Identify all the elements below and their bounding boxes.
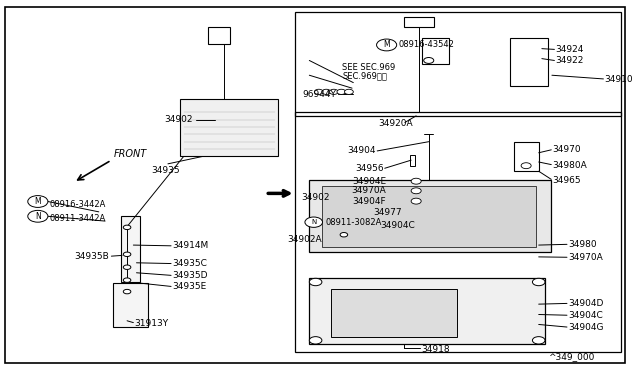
Text: 34965: 34965 — [552, 176, 581, 185]
Text: 34902: 34902 — [164, 115, 193, 124]
Text: 34924: 34924 — [556, 45, 584, 54]
Text: ^349_000: ^349_000 — [548, 352, 595, 361]
Circle shape — [309, 337, 322, 344]
Text: 34902A: 34902A — [287, 235, 322, 244]
Text: SEC.969参照: SEC.969参照 — [342, 72, 387, 81]
Text: N: N — [35, 212, 41, 221]
Text: FRONT: FRONT — [113, 150, 147, 160]
Text: 34935: 34935 — [152, 166, 180, 175]
Text: 34935C: 34935C — [172, 259, 207, 268]
Bar — [113, 283, 148, 327]
Bar — [296, 12, 621, 116]
Bar — [296, 112, 621, 352]
Text: M: M — [383, 41, 390, 49]
Bar — [180, 99, 278, 157]
Text: 34980A: 34980A — [552, 161, 588, 170]
Circle shape — [309, 278, 322, 286]
Circle shape — [28, 211, 48, 222]
Text: 08916-3442A: 08916-3442A — [49, 200, 106, 209]
Circle shape — [124, 225, 131, 230]
Text: 34922: 34922 — [556, 56, 584, 65]
Text: 34977: 34977 — [374, 208, 403, 217]
Bar — [511, 38, 548, 86]
Text: 96944Y: 96944Y — [303, 90, 337, 99]
Circle shape — [424, 58, 434, 63]
Text: 34935B: 34935B — [75, 251, 109, 261]
Circle shape — [521, 163, 531, 169]
Text: 34904F: 34904F — [353, 197, 386, 206]
Text: 34970: 34970 — [552, 145, 581, 154]
Circle shape — [305, 217, 323, 227]
Text: 34935E: 34935E — [172, 282, 207, 291]
Circle shape — [330, 89, 338, 94]
Text: 34920A: 34920A — [378, 119, 413, 128]
Bar — [422, 38, 449, 64]
Bar — [309, 180, 551, 253]
Text: 34980: 34980 — [568, 240, 597, 249]
Text: 34904E: 34904E — [352, 177, 386, 186]
Circle shape — [337, 89, 346, 94]
Text: 34914M: 34914M — [172, 241, 209, 250]
Text: 34904C: 34904C — [380, 221, 415, 230]
Bar — [121, 215, 140, 282]
Bar — [513, 142, 539, 171]
Circle shape — [376, 39, 397, 51]
Circle shape — [411, 188, 421, 194]
Text: 08916-43542: 08916-43542 — [399, 41, 454, 49]
Text: 34904C: 34904C — [568, 311, 603, 320]
Circle shape — [411, 198, 421, 204]
Text: N: N — [311, 219, 316, 225]
Circle shape — [314, 89, 323, 94]
Bar — [309, 278, 545, 344]
Text: 34970A: 34970A — [351, 186, 386, 195]
Circle shape — [28, 196, 48, 208]
Circle shape — [344, 89, 353, 94]
Text: 34904D: 34904D — [568, 299, 604, 308]
Circle shape — [124, 252, 131, 257]
Text: 08911-3082A: 08911-3082A — [325, 218, 381, 227]
Bar — [322, 186, 536, 247]
Text: 34904G: 34904G — [568, 323, 604, 332]
Text: 31913Y: 31913Y — [134, 319, 169, 328]
Text: 34918: 34918 — [421, 345, 450, 354]
Circle shape — [322, 89, 331, 94]
Circle shape — [124, 265, 131, 269]
Text: 34910: 34910 — [605, 75, 634, 84]
Circle shape — [124, 289, 131, 294]
Text: 08911-3442A: 08911-3442A — [49, 214, 106, 223]
Text: 34956: 34956 — [355, 164, 383, 173]
Text: 34902: 34902 — [301, 193, 330, 202]
Circle shape — [532, 278, 545, 286]
Text: SEE SEC.969: SEE SEC.969 — [342, 62, 396, 72]
Bar — [332, 289, 457, 337]
Text: 34970A: 34970A — [568, 253, 603, 262]
Bar — [207, 27, 230, 44]
Text: 34935D: 34935D — [172, 271, 208, 280]
Text: 34904: 34904 — [348, 147, 376, 155]
Circle shape — [124, 278, 131, 282]
Text: M: M — [35, 197, 41, 206]
Circle shape — [411, 178, 421, 184]
Circle shape — [340, 232, 348, 237]
Circle shape — [532, 337, 545, 344]
Bar — [404, 17, 434, 27]
Bar — [410, 155, 415, 166]
